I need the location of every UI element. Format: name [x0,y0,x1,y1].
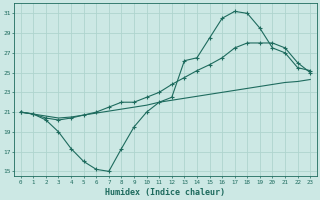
X-axis label: Humidex (Indice chaleur): Humidex (Indice chaleur) [106,188,226,197]
